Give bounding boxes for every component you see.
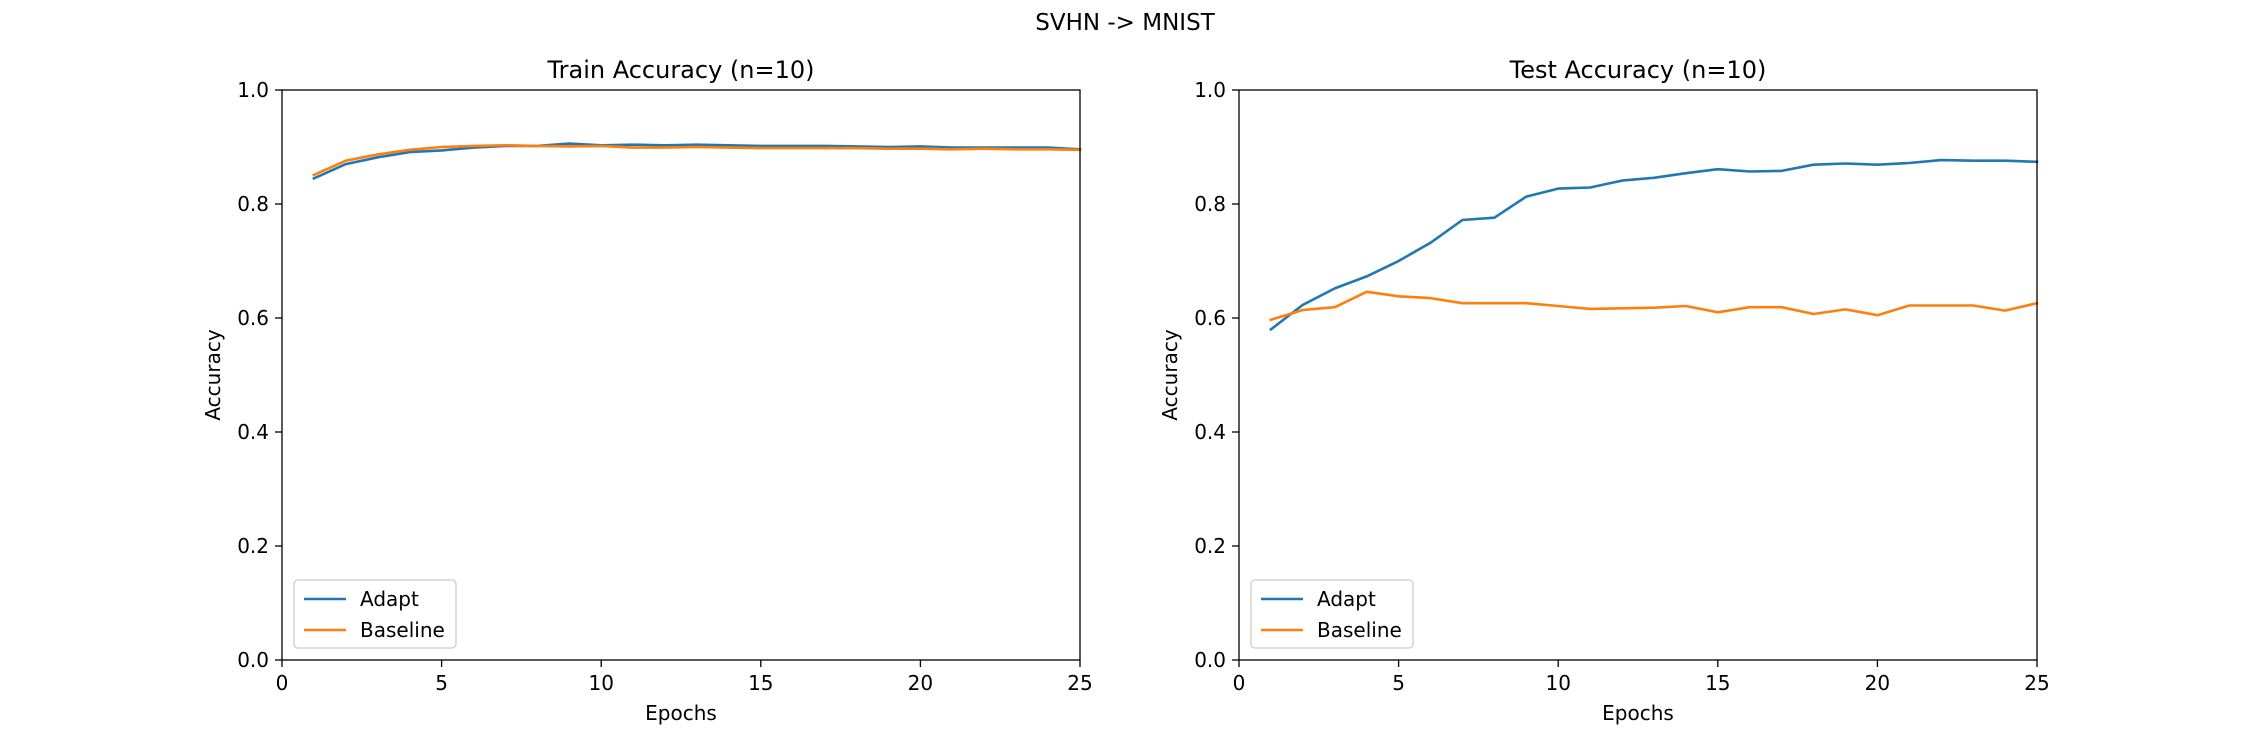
panel-2-y-tick-label: 1.0: [1194, 78, 1226, 102]
panel-1-y-axis-label: Accuracy: [201, 329, 225, 420]
panel-2-series-baseline-line: [1269, 290, 2039, 322]
panel-2-title: Test Accuracy (n=10): [1509, 56, 1767, 84]
panel-1-legend-label-adapt: Adapt: [360, 587, 419, 611]
panel-2-y-tick-label: 0.4: [1194, 420, 1226, 444]
figure-title: SVHN -> MNIST: [1035, 10, 1215, 36]
panel-1-x-tick-label: 15: [748, 671, 773, 695]
panel-2-x-tick-label: 0: [1233, 671, 1246, 695]
panel-1-x-axis-label: Epochs: [645, 701, 717, 725]
panel-2-y-tick-label: 0.8: [1194, 192, 1226, 216]
panel-1-x-tick-label: 10: [588, 671, 613, 695]
panel-2-legend-label-baseline: Baseline: [1317, 618, 1402, 642]
panel-2-x-tick-label: 20: [1865, 671, 1890, 695]
panel-1-x-tick-label: 5: [435, 671, 448, 695]
panel-1-y-tick-label: 0.0: [237, 648, 269, 672]
panel-1-plot-frame: [281, 89, 1081, 661]
panel-1-x-tick-label: 25: [1067, 671, 1092, 695]
panel-1-y-tick-label: 0.6: [237, 306, 269, 330]
panel-2-y-tick-label: 0.0: [1194, 648, 1226, 672]
panel-2-series-adapt-line: [1269, 158, 2039, 332]
panel-2-plot-frame: [1238, 89, 2038, 661]
panel-2-y-tick-label: 0.2: [1194, 534, 1226, 558]
panel-2-x-tick-label: 10: [1545, 671, 1570, 695]
panel-1-y-tick-label: 0.2: [237, 534, 269, 558]
panel-1-series-baseline-line: [312, 144, 1082, 177]
panel-2-x-axis-label: Epochs: [1602, 701, 1674, 725]
panel-1-y-tick-label: 0.8: [237, 192, 269, 216]
panel-1-title: Train Accuracy (n=10): [547, 56, 815, 84]
panel-2-x-tick-label: 5: [1392, 671, 1405, 695]
panel-2-x-tick-label: 15: [1705, 671, 1730, 695]
panel-2-x-tick-label: 25: [2024, 671, 2049, 695]
panel-2-y-tick-label: 0.6: [1194, 306, 1226, 330]
panel-1-series-adapt-line: [312, 142, 1082, 181]
panel-2-legend-label-adapt: Adapt: [1317, 587, 1376, 611]
panel-1-x-tick-label: 0: [276, 671, 289, 695]
panel-1-legend-label-baseline: Baseline: [360, 618, 445, 642]
panel-1-y-tick-label: 0.4: [237, 420, 269, 444]
panel-1-x-tick-label: 20: [908, 671, 933, 695]
panel-2-y-axis-label: Accuracy: [1158, 329, 1182, 420]
panel-1-y-tick-label: 1.0: [237, 78, 269, 102]
